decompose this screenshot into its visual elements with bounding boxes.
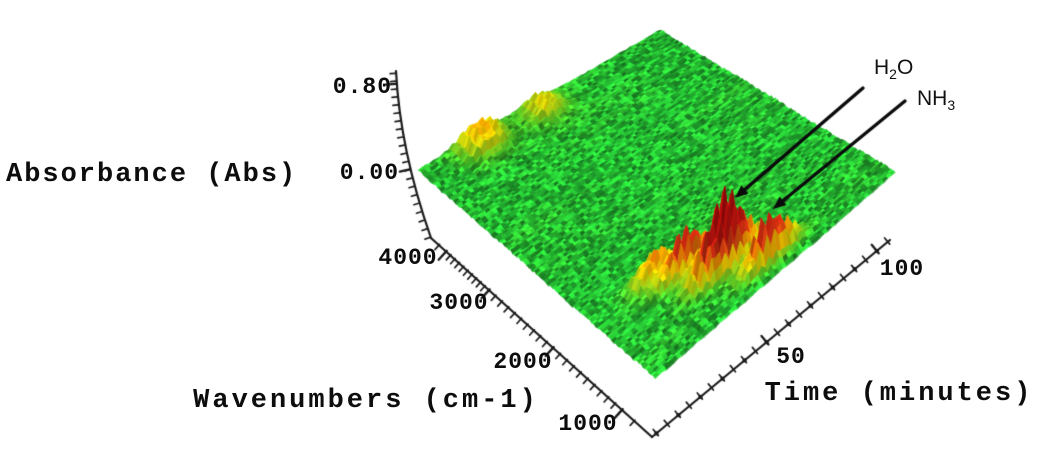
ftir-3d-surface-chart: Absorbance (Abs) 0.80 0.00 4000 3000 200… bbox=[0, 0, 1043, 470]
surface-plot-canvas bbox=[0, 0, 1043, 470]
